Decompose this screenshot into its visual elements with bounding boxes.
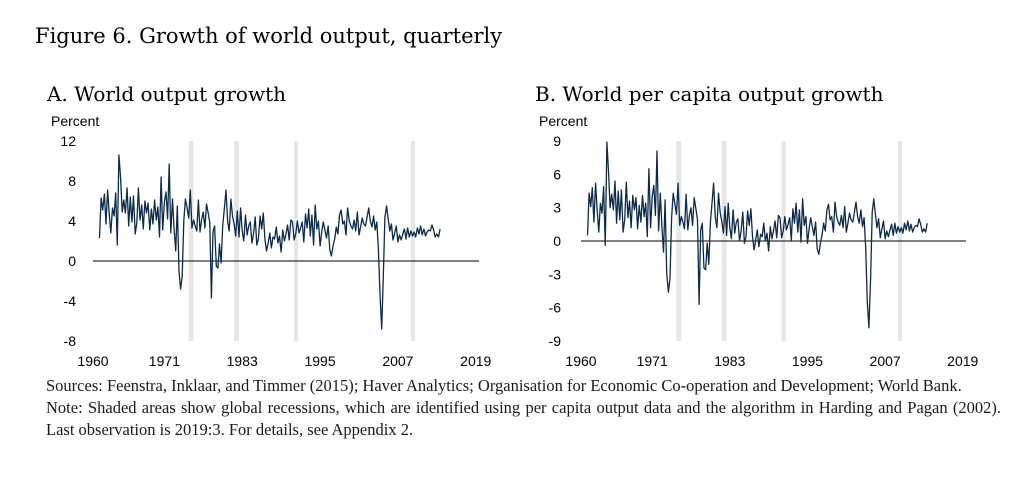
panel-a-title: A. World output growth bbox=[47, 82, 286, 106]
y-tick-label: -9 bbox=[549, 333, 562, 349]
x-tick-label: 1971 bbox=[637, 353, 668, 369]
recession-band-1 bbox=[188, 141, 194, 341]
y-tick-label: -8 bbox=[64, 333, 77, 349]
y-tick-label: 0 bbox=[68, 253, 76, 269]
figure-title: Figure 6. Growth of world output, quarte… bbox=[35, 24, 503, 48]
x-tick-label: 2019 bbox=[460, 353, 491, 369]
x-tick-label: 1960 bbox=[565, 353, 596, 369]
y-tick-label: 12 bbox=[60, 133, 76, 149]
y-tick-label: 6 bbox=[553, 166, 561, 182]
x-tick-label: 1960 bbox=[77, 353, 108, 369]
x-tick-label: 1971 bbox=[149, 353, 180, 369]
y-tick-label: 9 bbox=[553, 133, 561, 149]
x-tick-label: 1995 bbox=[304, 353, 335, 369]
y-axis-label: Percent bbox=[51, 113, 99, 129]
y-tick-label: -6 bbox=[549, 300, 562, 316]
series-line-1 bbox=[586, 141, 928, 329]
panel-b-title: B. World per capita output growth bbox=[535, 82, 884, 106]
x-tick-label: 1983 bbox=[227, 353, 258, 369]
x-tick-label: 2007 bbox=[382, 353, 413, 369]
recession-band-3 bbox=[294, 141, 299, 341]
y-tick-label: -4 bbox=[64, 293, 77, 309]
y-axis-label: Percent bbox=[539, 113, 587, 129]
series-line-1 bbox=[98, 154, 441, 330]
x-tick-label: 1995 bbox=[792, 353, 823, 369]
y-tick-label: 3 bbox=[553, 200, 561, 216]
figure-notes: Sources: Feenstra, Inklaar, and Timmer (… bbox=[46, 375, 1001, 441]
explanatory-note: Note: Shaded areas show global recession… bbox=[46, 398, 1001, 439]
x-tick-label: 2007 bbox=[870, 353, 901, 369]
y-tick-label: -3 bbox=[549, 266, 562, 282]
y-tick-label: 4 bbox=[68, 213, 76, 229]
x-tick-label: 2019 bbox=[947, 353, 978, 369]
recession-band-4 bbox=[410, 141, 415, 341]
x-tick-label: 1983 bbox=[714, 353, 745, 369]
y-tick-label: 0 bbox=[553, 233, 561, 249]
recession-band-2 bbox=[234, 141, 239, 341]
sources-note: Sources: Feenstra, Inklaar, and Timmer (… bbox=[46, 376, 962, 395]
y-tick-label: 8 bbox=[68, 173, 76, 189]
